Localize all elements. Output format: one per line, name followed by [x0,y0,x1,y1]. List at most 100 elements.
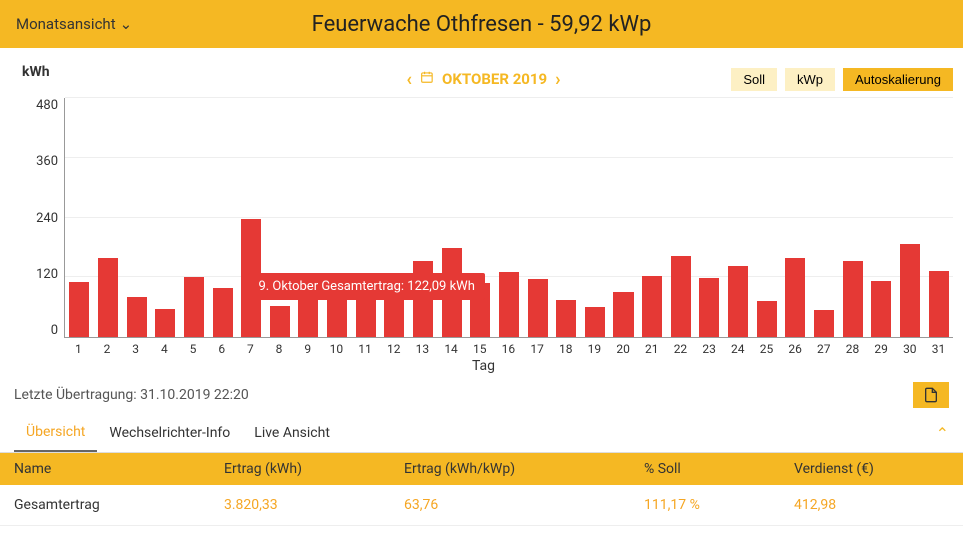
bar-slot[interactable] [351,98,380,337]
bar-slot[interactable] [666,98,695,337]
x-tick: 17 [523,338,552,356]
tab-übersicht[interactable]: Übersicht [14,414,97,452]
bar [757,301,777,337]
bar-slot[interactable] [122,98,151,337]
bar [327,274,347,337]
page-title: Feuerwache Othfresen - 59,92 kWp [312,12,652,37]
chart-header: kWh ‹ OKTOBER 2019 › Soll kWp Autoskalie… [14,66,953,92]
table-header: Name Ertrag (kWh) Ertrag (kWh/kWp) % Sol… [0,453,963,485]
bar-slot[interactable] [724,98,753,337]
bar-slot[interactable] [294,98,323,337]
bar-slot[interactable] [265,98,294,337]
bar [155,309,175,337]
x-tick: 28 [838,338,867,356]
bar [241,219,261,338]
x-tick: 19 [580,338,609,356]
bar-slot[interactable] [609,98,638,337]
view-select[interactable]: Monatsansicht ⌄ [16,15,132,33]
kwp-button[interactable]: kWp [785,68,835,91]
soll-button[interactable]: Soll [731,68,777,91]
bar-slot[interactable] [810,98,839,337]
chevron-down-icon: ⌄ [120,15,133,33]
bar [871,281,891,337]
tabs: ÜbersichtWechselrichter-InfoLive Ansicht… [0,414,963,453]
col-header-ertrag-kwhkwp: Ertrag (kWh/kWp) [404,461,644,477]
bar-slot[interactable] [466,98,495,337]
x-tick: 13 [408,338,437,356]
bar-slot[interactable] [523,98,552,337]
bar-slot[interactable] [552,98,581,337]
bar-slot[interactable] [495,98,524,337]
chart-toggle-buttons: Soll kWp Autoskalierung [731,68,953,91]
bar [528,279,548,337]
bar-slot[interactable] [781,98,810,337]
bar-slot[interactable] [180,98,209,337]
export-button[interactable] [913,382,949,408]
bars-container [65,98,953,337]
bar [613,292,633,337]
col-header-ertrag-kwh: Ertrag (kWh) [224,461,404,477]
table-row: Gesamtertrag 3.820,33 63,76 111,17 % 412… [0,485,963,526]
tab-wechselrichter-info[interactable]: Wechselrichter-Info [97,415,242,451]
bar-slot[interactable] [924,98,953,337]
bar-slot[interactable] [323,98,352,337]
bar-slot[interactable] [151,98,180,337]
x-tick: 31 [924,338,953,356]
col-header-verdienst: Verdienst (€) [794,461,949,477]
bar-slot[interactable] [867,98,896,337]
bar [843,261,863,337]
header-bar: Monatsansicht ⌄ Feuerwache Othfresen - 5… [0,0,963,48]
collapse-icon[interactable]: ⌃ [936,424,949,443]
next-month-button[interactable]: › [555,69,560,90]
bar-slot[interactable] [65,98,94,337]
x-axis: 1234567891011121314151617181920212223242… [64,338,953,356]
x-tick: 4 [150,338,179,356]
x-tick: 5 [179,338,208,356]
bar-slot[interactable] [237,98,266,337]
x-tick: 14 [437,338,466,356]
x-tick: 10 [322,338,351,356]
x-tick: 12 [379,338,408,356]
bar [929,271,949,337]
bar-slot[interactable] [896,98,925,337]
plot-area[interactable]: 9. Oktober Gesamtertrag: 122,09 kWh [64,98,953,338]
month-label: OKTOBER 2019 [442,70,547,88]
tab-live-ansicht[interactable]: Live Ansicht [242,415,342,451]
bar [184,277,204,337]
x-tick: 1 [64,338,93,356]
bar-slot[interactable] [581,98,610,337]
bar [585,307,605,337]
cell-name: Gesamtertrag [14,497,224,513]
y-tick: 0 [51,323,58,338]
x-tick: 20 [609,338,638,356]
bar [556,300,576,337]
x-tick: 23 [695,338,724,356]
bar [98,258,118,337]
bar-slot[interactable] [380,98,409,337]
y-tick: 240 [36,211,58,226]
bar [900,244,920,337]
bar-slot[interactable] [838,98,867,337]
bar-slot[interactable] [409,98,438,337]
calendar-icon[interactable] [420,70,434,88]
x-tick: 15 [465,338,494,356]
prev-month-button[interactable]: ‹ [406,69,412,90]
x-tick: 21 [637,338,666,356]
bar-slot[interactable] [208,98,237,337]
x-tick: 11 [351,338,380,356]
bar-slot[interactable] [695,98,724,337]
x-tick: 25 [752,338,781,356]
bar [814,310,834,337]
bar-slot[interactable] [752,98,781,337]
x-tick: 2 [93,338,122,356]
summary-table: Name Ertrag (kWh) Ertrag (kWh/kWp) % Sol… [0,453,963,526]
bar-slot[interactable] [638,98,667,337]
x-tick: 6 [207,338,236,356]
bar-slot[interactable] [94,98,123,337]
autoskalierung-button[interactable]: Autoskalierung [843,68,953,91]
bar-slot[interactable] [437,98,466,337]
bar [413,261,433,337]
bar [642,276,662,337]
bar [69,282,89,337]
x-tick: 26 [781,338,810,356]
